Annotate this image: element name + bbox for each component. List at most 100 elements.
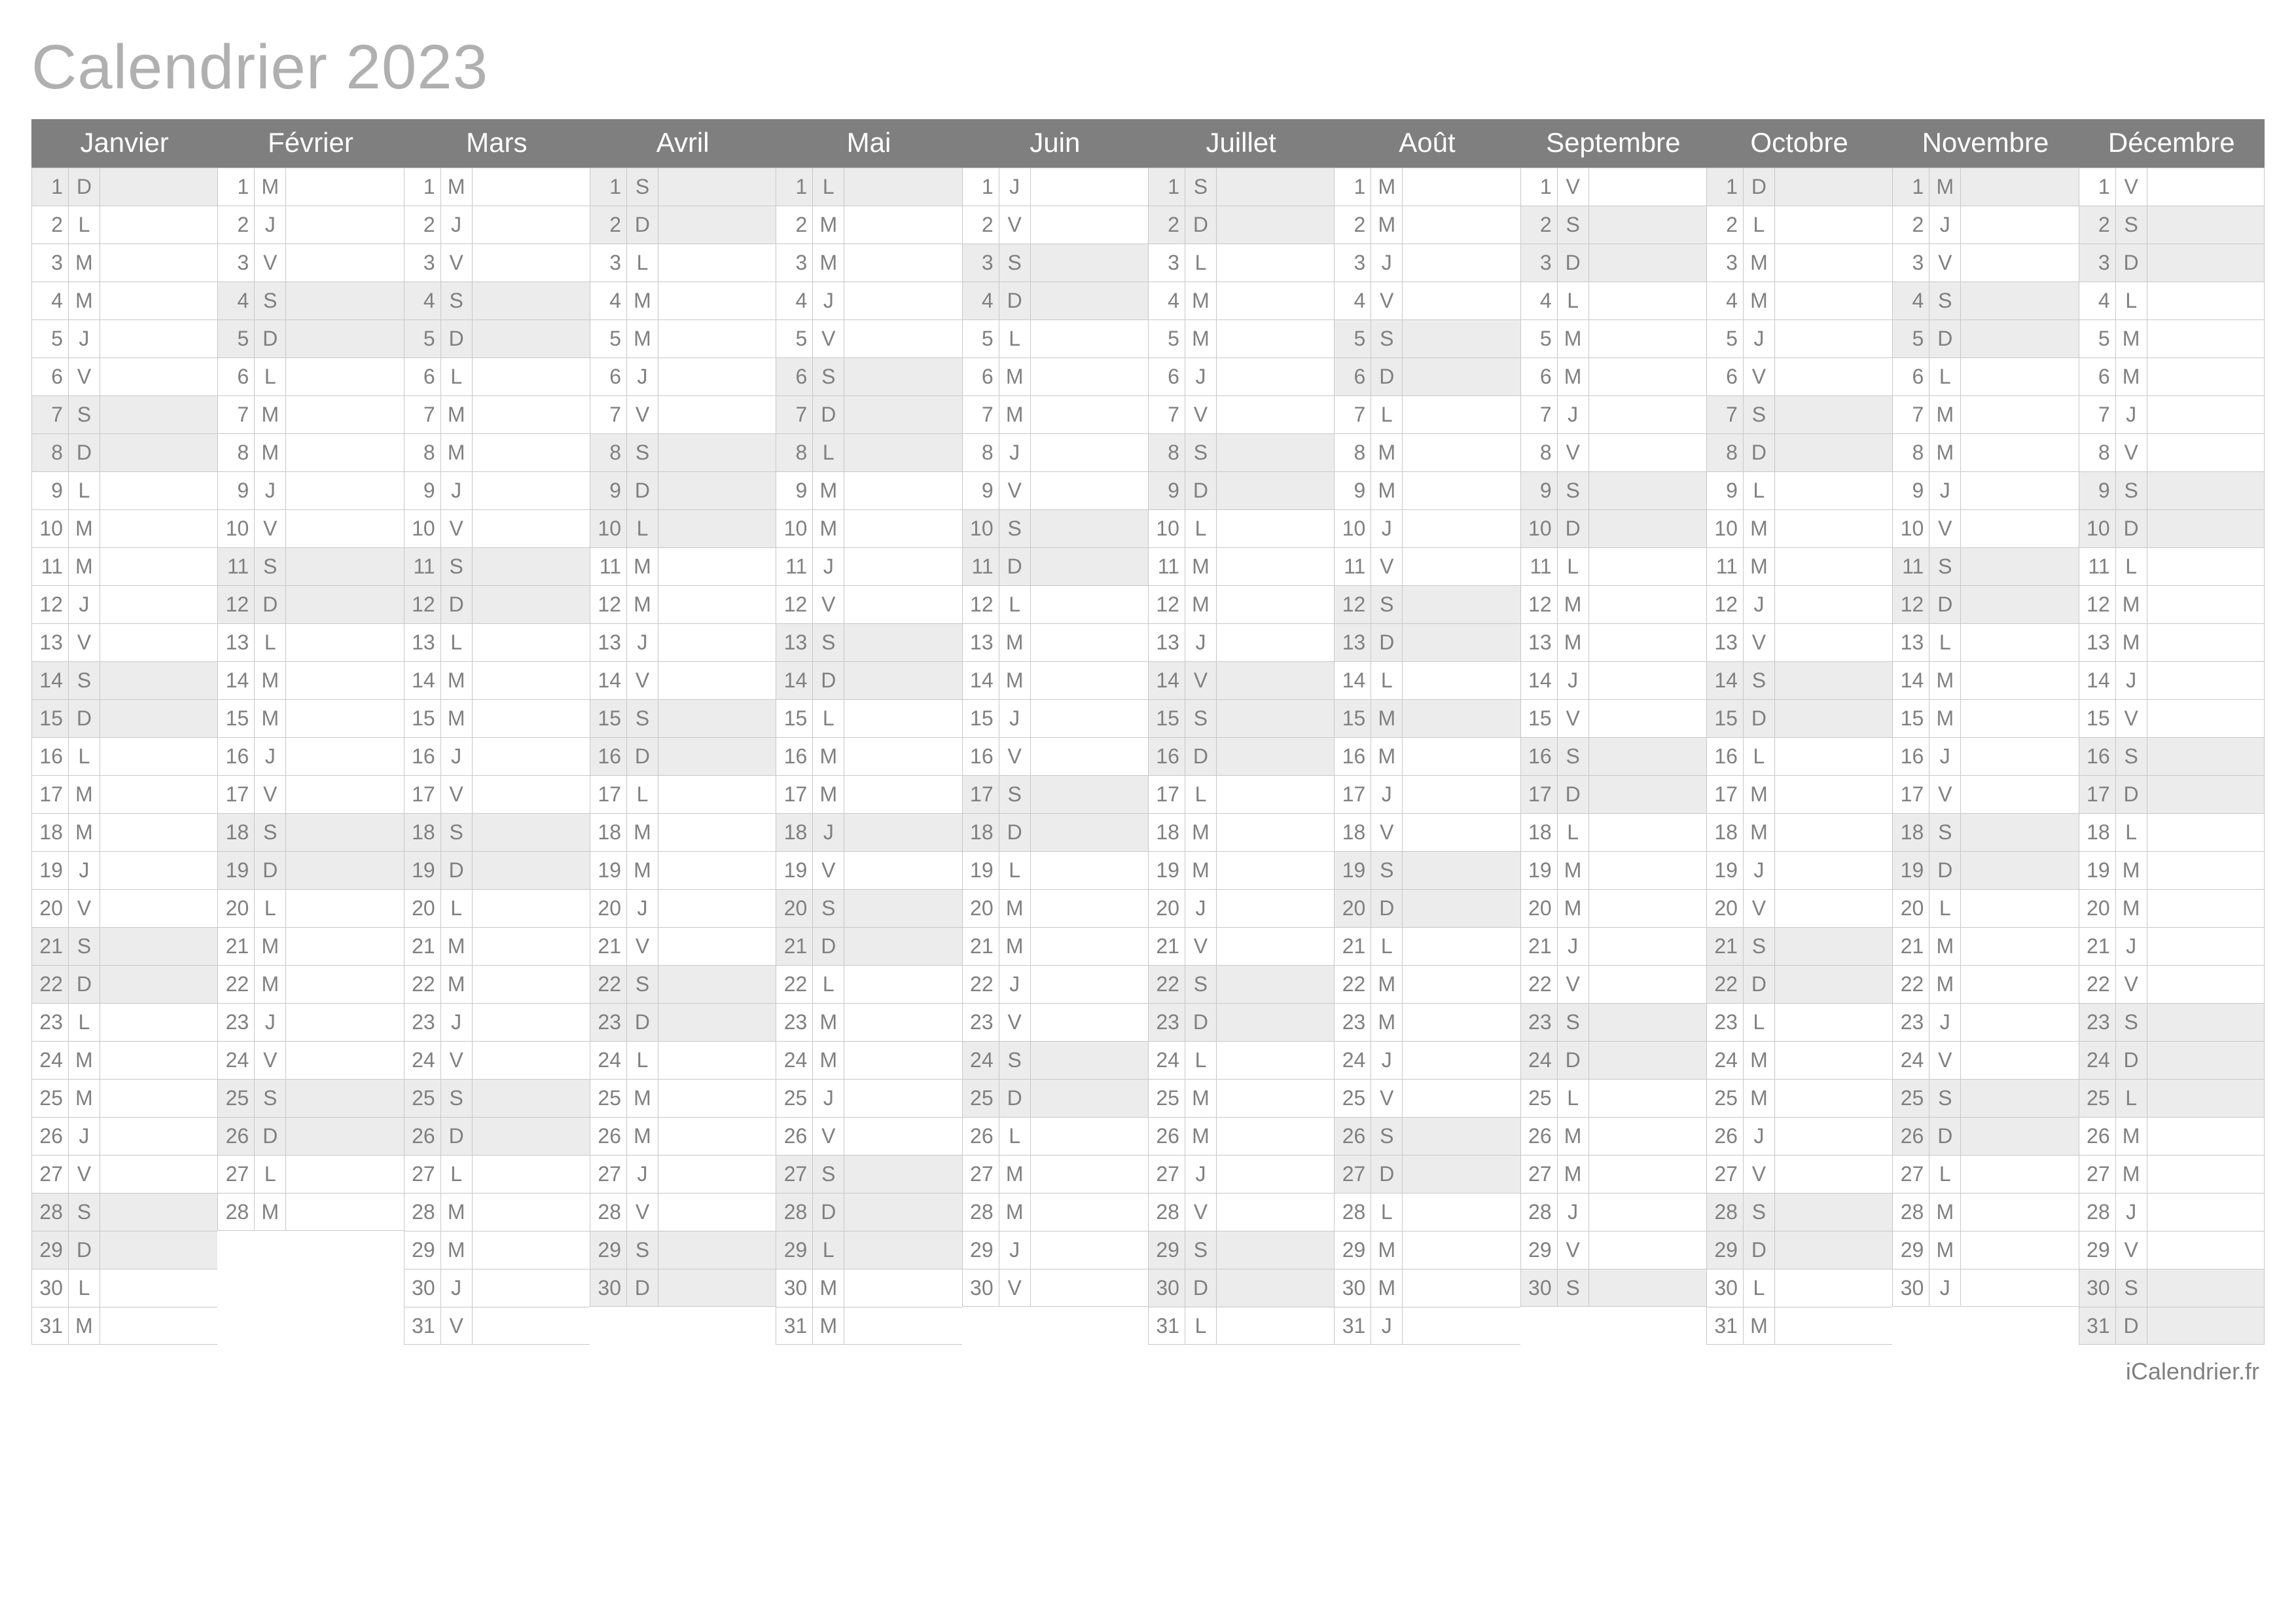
day-space [1217, 966, 1334, 1003]
day-number: 24 [1707, 1042, 1744, 1079]
day-number: 4 [776, 282, 813, 319]
day-letter: J [1371, 510, 1403, 547]
day-row: 4L [2079, 282, 2265, 319]
day-letter: J [441, 472, 473, 509]
day-letter: M [1371, 434, 1403, 471]
day-letter: V [1371, 1080, 1403, 1117]
day-row: 2D [1148, 206, 1334, 244]
day-row: 26J [31, 1117, 217, 1155]
day-space [1961, 1269, 2078, 1306]
day-letter: D [627, 472, 658, 509]
day-letter: M [1371, 1231, 1403, 1269]
day-number: 1 [1335, 168, 1371, 206]
day-space [1217, 1080, 1334, 1117]
day-letter: S [255, 814, 286, 851]
day-letter: D [999, 548, 1031, 585]
day-row: 26D [217, 1117, 403, 1155]
day-number: 29 [32, 1231, 69, 1269]
day-letter: S [1558, 738, 1589, 775]
day-row: 19V [776, 851, 961, 889]
day-space [473, 282, 590, 319]
day-space [100, 1004, 217, 1041]
day-letter: J [1185, 890, 1217, 927]
day-row: 30M [776, 1269, 961, 1307]
day-space [100, 434, 217, 471]
day-space [473, 852, 590, 889]
day-number: 21 [404, 928, 441, 965]
day-row: 9S [1520, 471, 1706, 509]
day-letter: M [441, 700, 473, 737]
day-row: 27M [1520, 1155, 1706, 1193]
day-space [1403, 890, 1520, 927]
day-number: 23 [404, 1004, 441, 1041]
day-number: 30 [32, 1269, 69, 1307]
day-letter: M [1558, 624, 1589, 661]
day-row: 18S [404, 813, 590, 851]
day-row: 6J [590, 357, 776, 395]
day-letter: M [813, 206, 844, 244]
day-number: 16 [1707, 738, 1744, 775]
day-row: 9V [962, 471, 1148, 509]
day-space [1403, 928, 1520, 965]
day-row: 11V [1334, 547, 1520, 585]
day-letter: L [441, 358, 473, 395]
day-letter: M [441, 966, 473, 1003]
day-space [286, 1194, 403, 1230]
day-letter: D [2116, 776, 2147, 813]
day-number: 6 [32, 358, 69, 395]
day-row: 28M [404, 1193, 590, 1231]
day-number: 15 [963, 700, 999, 737]
day-space [1217, 700, 1334, 737]
day-space [473, 472, 590, 509]
day-number: 19 [1707, 852, 1744, 889]
day-number: 24 [1521, 1042, 1558, 1079]
day-space [473, 1156, 590, 1193]
day-letter: D [1744, 700, 1775, 737]
day-number: 9 [776, 472, 813, 509]
day-row: 11D [962, 547, 1148, 585]
day-space [2147, 548, 2264, 585]
day-space [658, 548, 776, 585]
day-row: 1S [1148, 168, 1334, 206]
month-column: Avril1S2D3L4M5M6J7V8S9D10L11M12M13J14V15… [590, 119, 776, 1345]
day-row: 6D [1334, 357, 1520, 395]
day-number: 7 [1893, 396, 1929, 433]
day-space [1775, 1269, 1892, 1307]
day-letter: M [1558, 358, 1589, 395]
day-row: 14J [1520, 661, 1706, 699]
day-letter: S [1744, 396, 1775, 433]
day-row: 4D [962, 282, 1148, 319]
day-letter: J [1744, 1118, 1775, 1155]
day-number: 30 [1893, 1269, 1929, 1306]
day-letter: M [813, 1307, 844, 1344]
day-row: 10V [1892, 509, 2078, 547]
day-space [1589, 510, 1706, 547]
day-row: 22M [404, 965, 590, 1003]
day-row: 12D [1892, 585, 2078, 623]
day-number: 30 [2079, 1269, 2116, 1307]
day-number: 3 [404, 244, 441, 282]
day-letter: J [1371, 1307, 1403, 1344]
day-row: 14V [1148, 661, 1334, 699]
day-number: 14 [2079, 662, 2116, 699]
day-letter: V [255, 1042, 286, 1079]
day-letter: L [441, 624, 473, 661]
day-letter: J [1929, 206, 1961, 244]
day-row: 26D [404, 1117, 590, 1155]
day-number: 25 [776, 1080, 813, 1117]
day-letter: L [1929, 624, 1961, 661]
day-number: 31 [1707, 1307, 1744, 1344]
day-space [473, 320, 590, 357]
day-space [1589, 282, 1706, 319]
day-row: 14D [776, 661, 961, 699]
day-letter: M [813, 472, 844, 509]
day-letter: M [813, 1004, 844, 1041]
day-number: 13 [776, 624, 813, 661]
day-letter: S [1558, 1269, 1589, 1306]
day-space [844, 548, 961, 585]
day-row: 18L [2079, 813, 2265, 851]
day-space [1403, 358, 1520, 395]
day-row: 10L [590, 509, 776, 547]
day-space [1217, 852, 1334, 889]
day-row: 25M [1706, 1079, 1892, 1117]
